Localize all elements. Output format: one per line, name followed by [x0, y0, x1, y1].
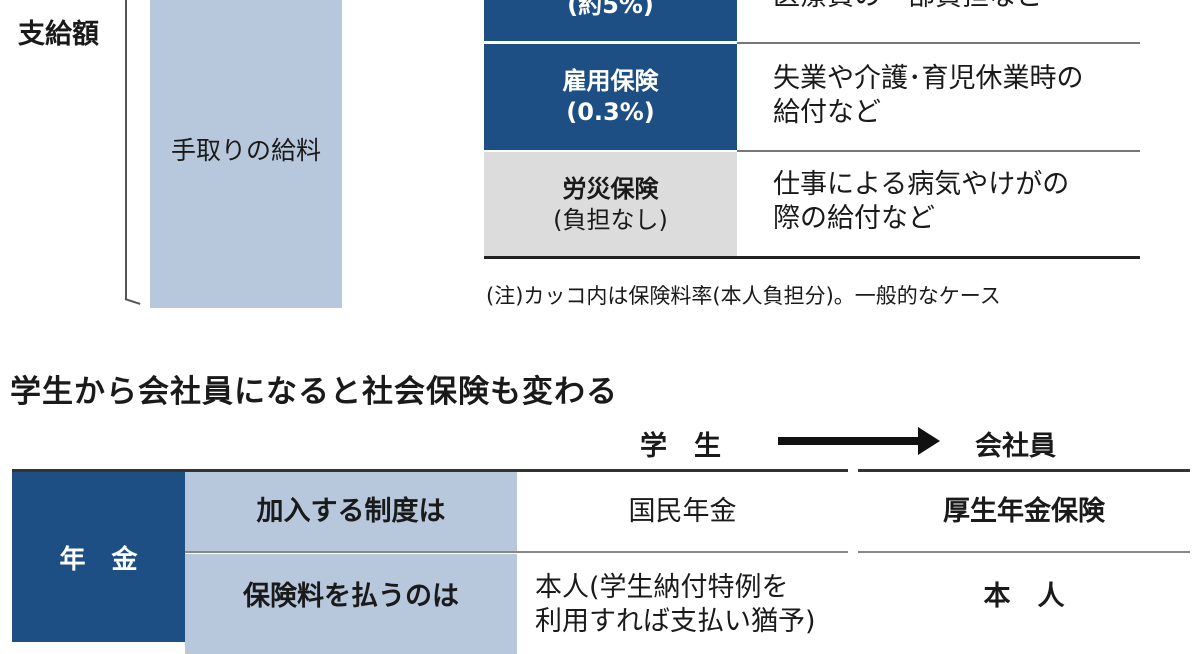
employee-value: 厚生年金保険	[943, 496, 1105, 527]
insurance-rate: (0.3%)	[566, 98, 655, 126]
takehome-label: 手取りの給料	[170, 136, 321, 165]
student-line: 利用すれば支払い猶予)	[535, 606, 816, 637]
insurance-table: (約5%) 医療費の一部負担など 雇用保険 (0.3%) 失業や介護･育児休業時…	[484, 0, 1140, 259]
desc-line: 際の給付など	[773, 203, 935, 234]
pay-amount-label: 支給額	[18, 19, 99, 50]
insurance-desc: 医療費の一部負担など	[773, 0, 1043, 14]
footnote: (注)カッコ内は保険料率(本人負担分)。一般的なケース	[486, 284, 1001, 308]
desc-line: 仕事による病気やけがの	[773, 169, 1070, 200]
insurance-name-cell: 労災保険 (負担なし)	[484, 152, 737, 257]
takehome-pay-box: 手取りの給料	[150, 0, 342, 308]
row-divider	[185, 551, 848, 553]
desc-line: 給付など	[773, 97, 881, 128]
bracket-line	[125, 0, 127, 300]
insurance-name-cell: (約5%)	[484, 0, 737, 41]
category-pension: 年 金	[12, 472, 185, 642]
insurance-name: 雇用保険	[562, 67, 659, 95]
category-label: 年 金	[59, 544, 138, 575]
row-divider	[737, 150, 1140, 152]
insurance-rate: (約5%)	[567, 0, 654, 19]
table-top-rule	[858, 469, 1190, 472]
employee-value: 本 人	[983, 581, 1065, 612]
arrow-right-icon	[918, 427, 940, 455]
student-line: 本人(学生納付特例を	[535, 572, 789, 603]
insurance-rate: (負担なし)	[553, 205, 668, 234]
question-label: 保険料を払うのは	[243, 581, 459, 612]
question-cell: 加入する制度は	[185, 472, 517, 552]
insurance-desc: 仕事による病気やけがの 際の給付など	[773, 168, 1069, 236]
row-divider	[858, 551, 1190, 553]
student-cell: 国民年金	[517, 472, 848, 552]
student-cell: 本人(学生納付特例を 利用すれば支払い猶予)	[535, 571, 816, 639]
row-divider	[737, 42, 1140, 44]
desc-line: 失業や介護･育児休業時の	[773, 63, 1084, 94]
question-cell: 保険料を払うのは	[185, 554, 517, 654]
table-top-rule	[12, 469, 848, 472]
employee-header: 会社員	[975, 431, 1056, 462]
employee-cell: 本 人	[858, 554, 1190, 654]
insurance-name-cell: 雇用保険 (0.3%)	[484, 44, 737, 150]
insurance-desc: 失業や介護･育児休業時の 給付など	[773, 62, 1084, 130]
section-title: 学生から会社員になると社会保険も変わる	[10, 374, 618, 410]
bracket-foot	[124, 298, 141, 305]
arrow-shaft	[778, 437, 920, 445]
student-value: 国民年金	[628, 496, 737, 527]
insurance-name: 労災保険	[562, 174, 659, 203]
table-bottom-rule	[484, 256, 1140, 259]
student-header: 学 生	[640, 431, 721, 462]
employee-cell: 厚生年金保険	[858, 472, 1190, 552]
question-label: 加入する制度は	[256, 496, 446, 527]
